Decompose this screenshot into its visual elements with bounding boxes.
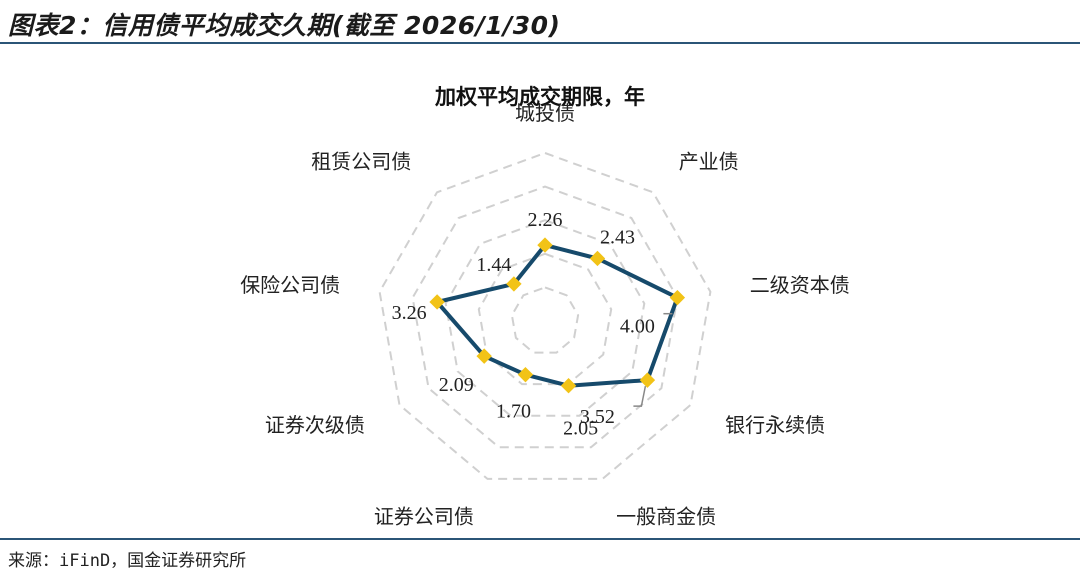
chart-title: 加权平均成交期限，年 <box>434 85 645 109</box>
grid-ring <box>510 286 580 354</box>
data-point <box>560 378 577 394</box>
data-point <box>517 366 534 383</box>
axis-label: 产业债 <box>679 150 739 174</box>
figure-title: 图表2：信用债平均成交久期(截至 2026/1/30) <box>8 11 561 40</box>
leader-line <box>633 385 647 407</box>
data-label: 2.09 <box>439 374 474 396</box>
data-point <box>589 250 606 267</box>
data-labels: 2.26 2.43 4.00 3.522.05 1.70 2.09 3.26 1.44 <box>392 209 673 440</box>
figure-header: 图表2：信用债平均成交久期(截至 2026/1/30) <box>0 0 1080 44</box>
data-label: 3.52 <box>580 406 615 428</box>
data-label: 3.26 <box>392 302 427 324</box>
data-point <box>669 289 686 306</box>
axis-label: 证券公司债 <box>374 505 474 529</box>
data-label: 4.00 <box>620 316 655 338</box>
grid-ring <box>378 151 712 480</box>
axis-label: 保险公司债 <box>240 273 340 297</box>
header-divider <box>0 42 1080 44</box>
axis-label: 一般商金债 <box>616 505 716 529</box>
data-label: 1.44 <box>476 254 511 276</box>
grid-ring <box>444 219 646 417</box>
figure-source: 来源：iFinD，国金证券研究所 <box>8 551 247 571</box>
data-label: 2.26 <box>528 209 563 231</box>
grid-ring <box>411 185 679 449</box>
axis-label: 银行永续债 <box>725 413 825 437</box>
axis-label: 租赁公司债 <box>311 150 411 174</box>
data-point <box>429 294 445 310</box>
data-label: 1.70 <box>496 401 531 423</box>
radar-grid <box>378 151 712 480</box>
grid-ring <box>477 252 613 386</box>
data-point <box>639 372 656 388</box>
series-line <box>435 243 680 388</box>
axis-label: 二级资本债 <box>750 273 850 297</box>
footer-divider <box>0 538 1080 540</box>
data-label: 2.05 <box>563 418 598 440</box>
data-point <box>506 276 522 292</box>
data-label: 2.43 <box>600 227 635 249</box>
series-layer <box>429 237 686 394</box>
data-point <box>537 237 553 253</box>
data-point <box>476 348 492 364</box>
axis-label: 证券次级债 <box>265 413 365 437</box>
axis-label: 城投债 <box>515 101 575 125</box>
